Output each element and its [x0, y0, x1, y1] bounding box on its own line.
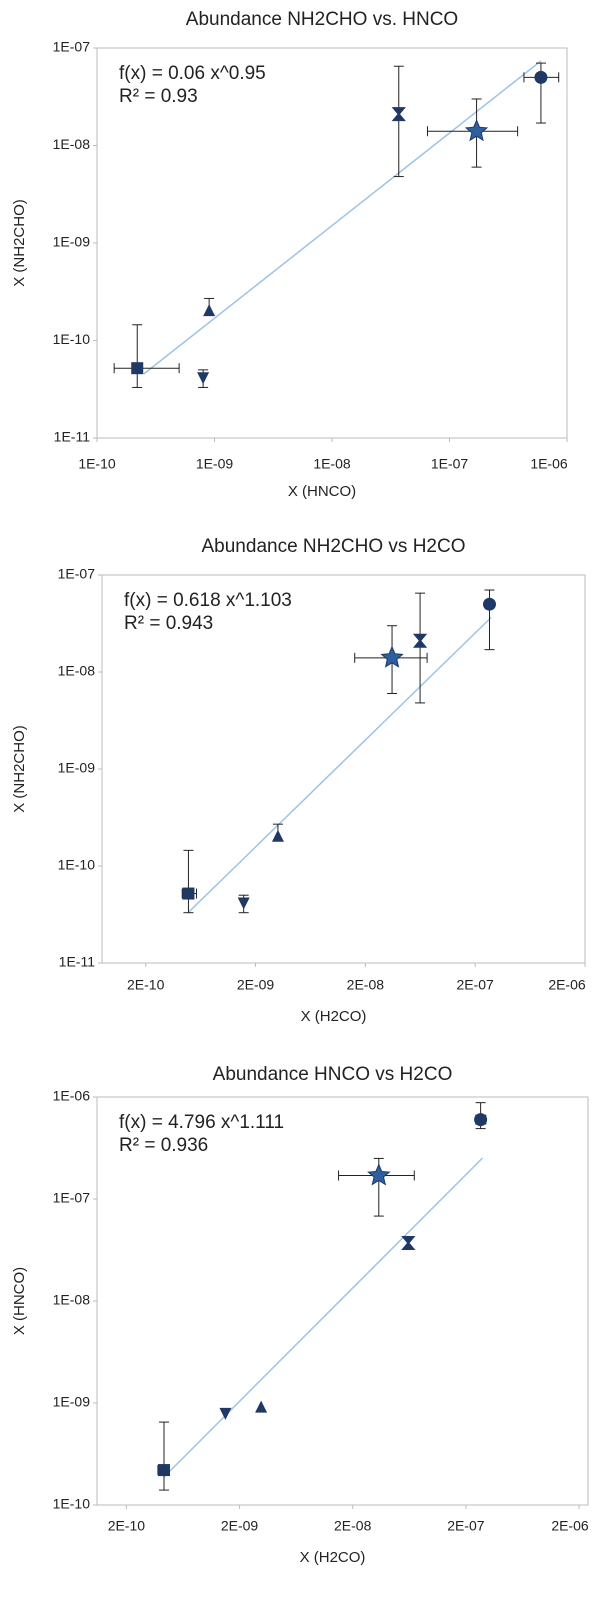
chart-title: Abundance HNCO vs H2CO — [213, 1064, 453, 1085]
y-tick-label: 1E-09 — [58, 760, 96, 776]
x-tick-label: 1E-06 — [530, 456, 568, 472]
marker — [464, 119, 489, 142]
marker — [131, 362, 144, 375]
marker — [380, 645, 404, 668]
y-axis-label: X (NH2CHO) — [11, 199, 28, 287]
marker — [474, 1113, 488, 1127]
y-tick-label: 1E-07 — [53, 39, 91, 55]
chart-title: Abundance NH2CHO vs H2CO — [202, 536, 466, 557]
x-tick-label: 1E-07 — [431, 456, 469, 472]
marker — [255, 1400, 268, 1413]
y-tick-label: 1E-07 — [58, 566, 96, 582]
fit-line — [143, 60, 542, 375]
y-tick-label: 1E-11 — [59, 954, 96, 970]
marker — [534, 70, 548, 84]
marker — [482, 597, 496, 611]
y-axis-label: X (HNCO) — [11, 1267, 28, 1335]
annotation: R² = 0.936 — [119, 1135, 208, 1156]
x-tick-label: 1E-10 — [78, 456, 116, 472]
x-tick-label: 1E-09 — [196, 456, 234, 472]
y-tick-label: 1E-10 — [53, 331, 91, 347]
chart-title: Abundance NH2CHO vs. HNCO — [186, 9, 458, 30]
plot-area — [96, 1096, 589, 1506]
x-tick-label: 1E-08 — [313, 456, 351, 472]
fit-line — [187, 616, 492, 913]
annotation: f(x) = 0.06 x^0.95 — [119, 63, 266, 84]
marker — [367, 1163, 391, 1186]
y-tick-label: 1E-11 — [54, 429, 91, 445]
marker — [182, 887, 195, 900]
annotation: R² = 0.943 — [124, 613, 213, 634]
x-tick-label: 2E-08 — [334, 1518, 372, 1534]
x-axis-label: X (H2CO) — [300, 1549, 366, 1566]
x-tick-label: 2E-06 — [548, 977, 586, 993]
y-tick-label: 1E-09 — [53, 234, 91, 250]
x-tick-label: 2E-09 — [221, 1518, 259, 1534]
y-tick-label: 1E-08 — [53, 1292, 91, 1308]
x-tick-label: 2E-07 — [456, 977, 494, 993]
x-tick-label: 2E-08 — [347, 977, 385, 993]
y-tick-label: 1E-10 — [53, 1496, 91, 1512]
x-tick-label: 2E-10 — [127, 977, 165, 993]
annotation: f(x) = 4.796 x^1.111 — [119, 1112, 284, 1133]
marker — [237, 897, 250, 910]
x-axis-label: X (HNCO) — [288, 483, 356, 500]
y-tick-label: 1E-08 — [53, 136, 91, 152]
x-tick-label: 2E-09 — [237, 977, 275, 993]
marker — [391, 107, 406, 122]
y-tick-label: 1E-10 — [58, 857, 96, 873]
y-axis-label: X (NH2CHO) — [11, 725, 28, 813]
y-tick-label: 1E-09 — [53, 1394, 91, 1410]
marker — [158, 1464, 171, 1477]
marker — [197, 372, 210, 385]
marker — [401, 1236, 416, 1251]
marker — [219, 1407, 232, 1420]
x-tick-label: 2E-10 — [108, 1518, 146, 1534]
y-tick-label: 1E-08 — [58, 663, 96, 679]
marker — [271, 829, 284, 842]
y-tick-label: 1E-06 — [53, 1088, 91, 1104]
fit-line — [163, 1157, 483, 1478]
y-tick-label: 1E-07 — [53, 1190, 91, 1206]
x-tick-label: 2E-06 — [551, 1518, 589, 1534]
annotation: R² = 0.93 — [119, 86, 198, 107]
marker — [412, 633, 428, 648]
x-tick-label: 2E-07 — [447, 1518, 485, 1534]
x-axis-label: X (H2CO) — [301, 1008, 367, 1025]
marker — [203, 304, 216, 317]
annotation: f(x) = 0.618 x^1.103 — [124, 590, 292, 611]
